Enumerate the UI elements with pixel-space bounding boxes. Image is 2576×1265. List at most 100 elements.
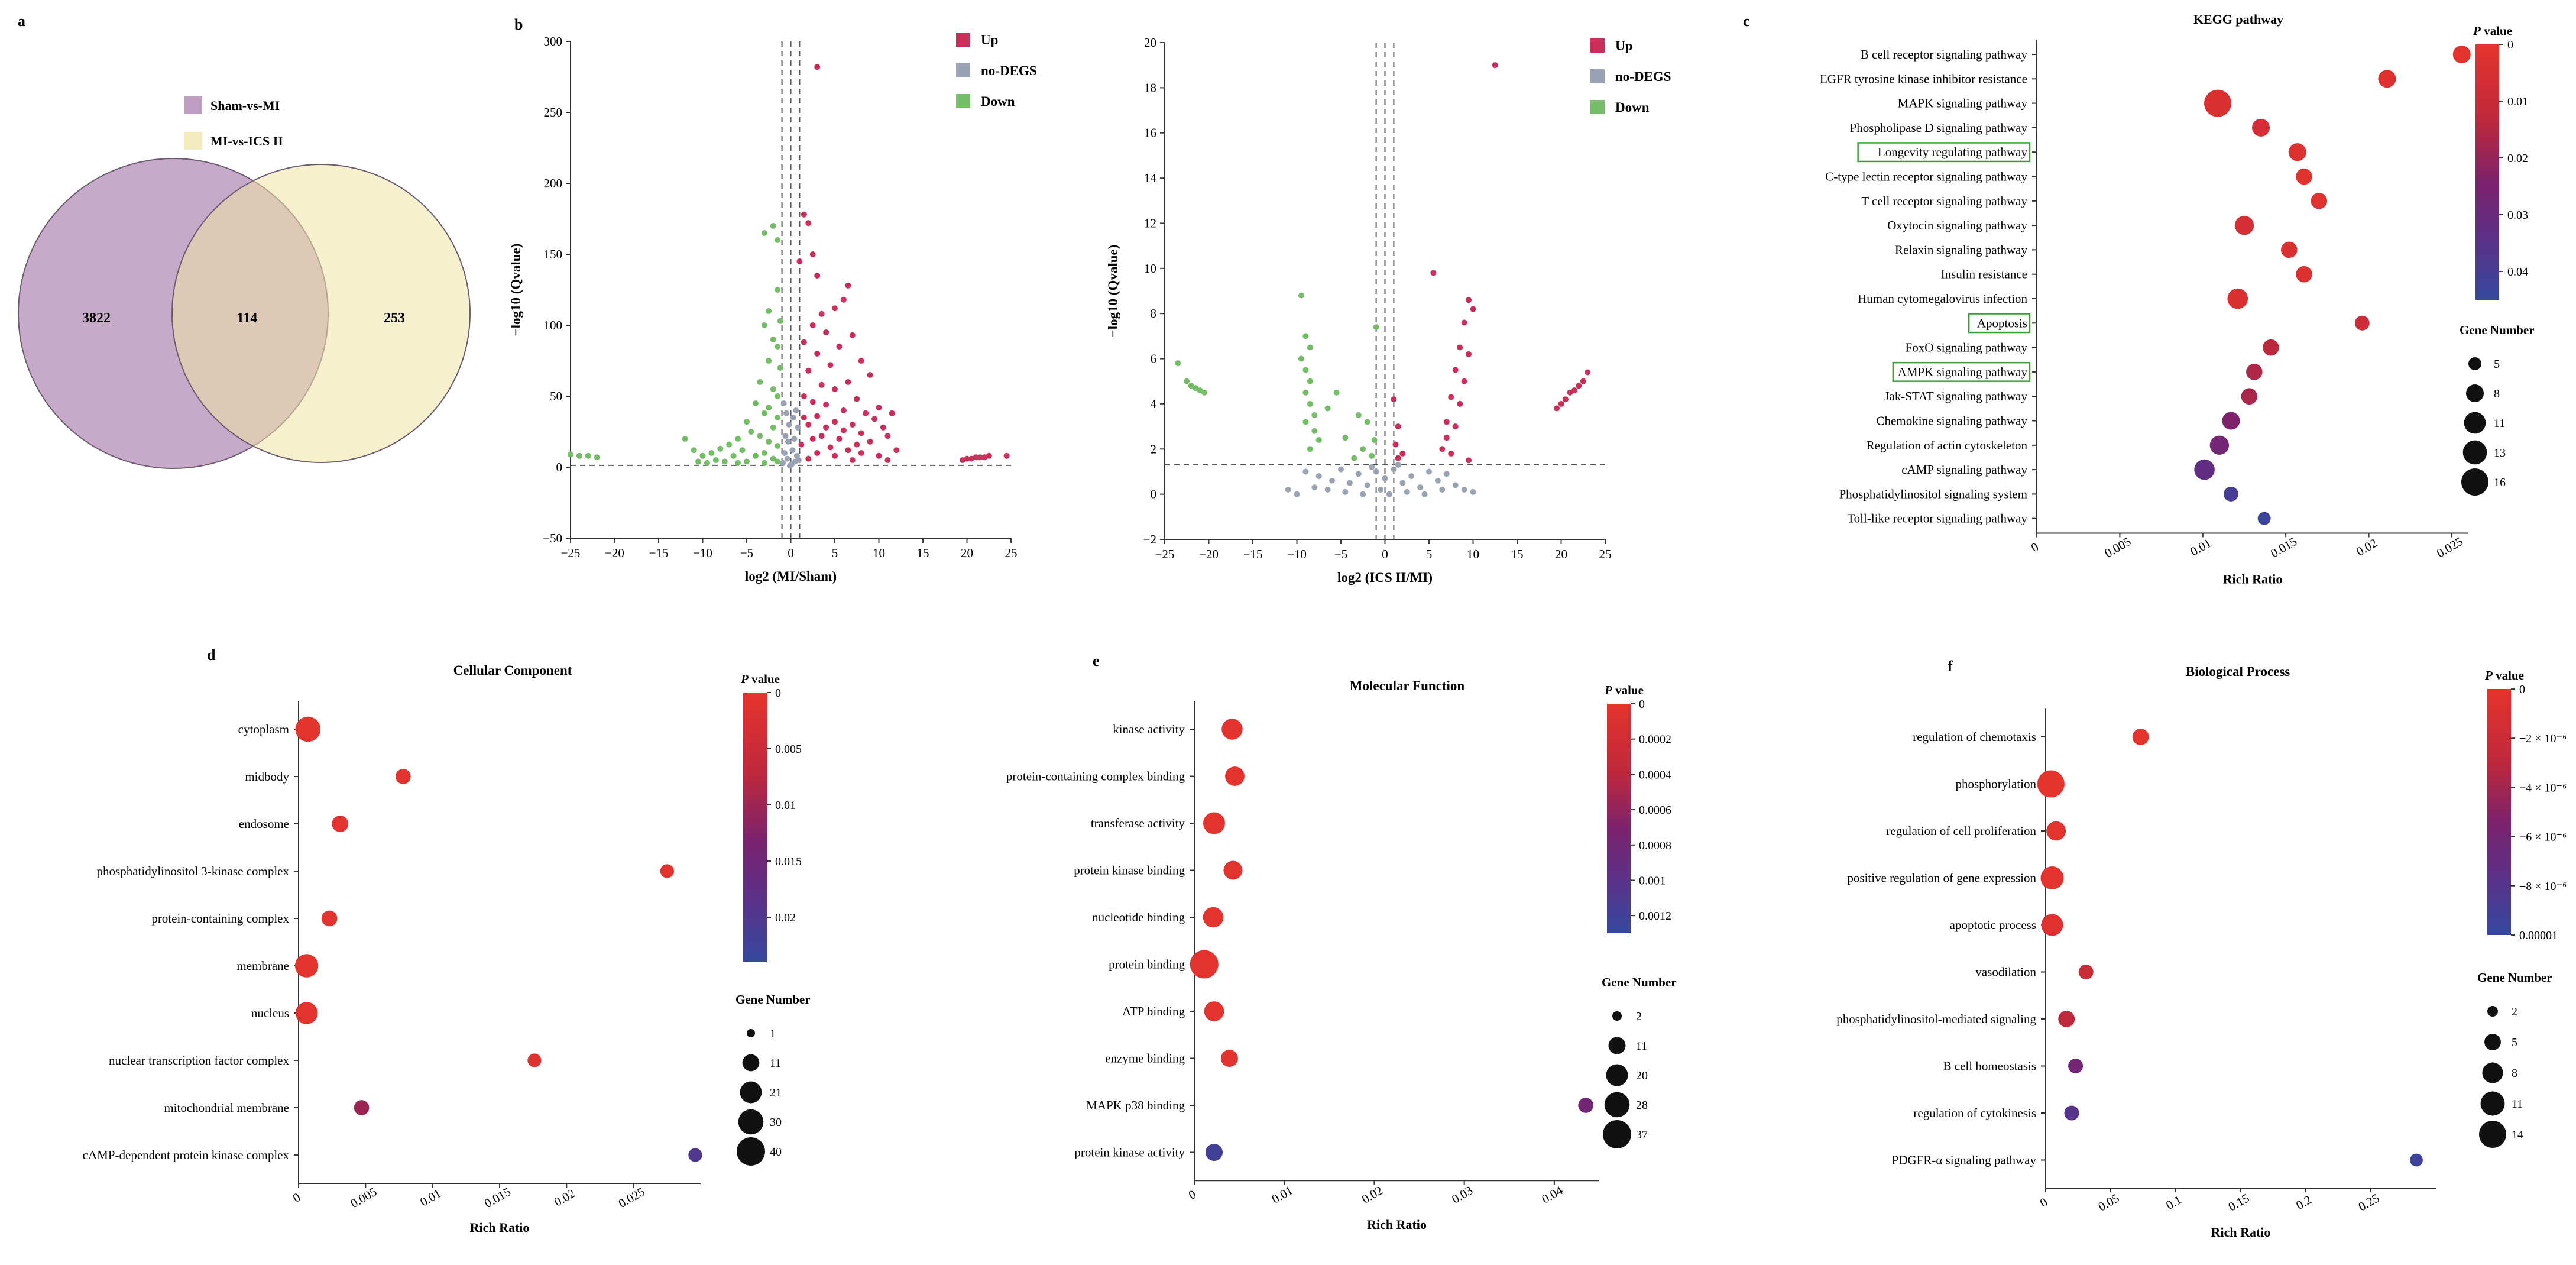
point-up bbox=[863, 410, 869, 416]
venn-count-intersection: 114 bbox=[237, 310, 258, 326]
point-down bbox=[735, 436, 741, 442]
category-label-mapk-signaling-pathway: MAPK signaling pathway bbox=[1898, 96, 2028, 111]
y-tick-label: 300 bbox=[544, 34, 563, 48]
panel-letter-a: a bbox=[18, 12, 25, 30]
point-no-degs bbox=[1382, 475, 1388, 481]
size-legend-bubble bbox=[1603, 1120, 1631, 1148]
x-tick-label: −15 bbox=[649, 546, 669, 560]
point-up bbox=[827, 444, 834, 451]
bubble-endosome bbox=[332, 816, 349, 832]
x-tick-label: 0.025 bbox=[616, 1185, 647, 1211]
bubble-jak-stat-signaling-pathway bbox=[2241, 388, 2258, 405]
point-down bbox=[1364, 419, 1370, 425]
point-no-degs bbox=[1421, 491, 1428, 497]
point-up bbox=[1567, 389, 1573, 396]
point-down bbox=[726, 441, 733, 448]
point-down bbox=[744, 458, 750, 465]
y-tick-label: 14 bbox=[1144, 171, 1157, 185]
bubble-nucleotide-binding bbox=[1203, 907, 1224, 928]
point-down bbox=[576, 452, 582, 459]
point-down bbox=[1324, 405, 1331, 412]
x-tick-label: 25 bbox=[1005, 546, 1018, 560]
x-tick-label: 0.01 bbox=[2188, 536, 2214, 559]
colorbar-tick-label: 0.0012 bbox=[1639, 910, 1671, 923]
point-up bbox=[832, 305, 838, 312]
size-legend-label: 30 bbox=[770, 1116, 782, 1129]
point-up bbox=[880, 424, 886, 431]
size-legend-title: Gene Number bbox=[2477, 970, 2552, 985]
bubble-regulation-of-chemotaxis bbox=[2132, 729, 2149, 745]
point-up bbox=[876, 405, 882, 411]
y-tick-label: 8 bbox=[1151, 306, 1157, 321]
highlight-box-longevity-regulating-pathway bbox=[1857, 142, 2031, 163]
category-label-protein-binding: protein binding bbox=[1109, 957, 1185, 972]
point-down bbox=[1311, 428, 1318, 434]
point-up bbox=[805, 422, 812, 428]
colorbar bbox=[2475, 44, 2499, 300]
category-label-kinase-activity: kinase activity bbox=[1113, 722, 1185, 736]
point-up bbox=[836, 436, 843, 442]
point-up bbox=[849, 422, 856, 428]
point-down bbox=[1351, 455, 1357, 461]
point-down bbox=[1302, 419, 1309, 425]
colorbar-tick-label: 0 bbox=[775, 687, 781, 700]
size-legend-label: 20 bbox=[1636, 1069, 1648, 1082]
point-up bbox=[801, 339, 807, 345]
category-label-egfr-tyrosine-kinase-inhibitor-resistance: EGFR tyrosine kinase inhibitor resistanc… bbox=[1820, 72, 2027, 86]
bubble-phosphatidylinositol-mediated-signaling bbox=[2058, 1011, 2075, 1027]
point-up bbox=[809, 399, 816, 405]
size-legend-label: 5 bbox=[2494, 358, 2500, 371]
x-tick-label: 0.15 bbox=[2226, 1191, 2252, 1214]
x-tick-label: 25 bbox=[1599, 547, 1612, 561]
volcano-plot-ics-mi: −25 −20 −15 −10 −5 0 5 10 15 20 25−202468101214161… bbox=[1106, 35, 1671, 585]
x-axis-title: log2 (ICS II/MI) bbox=[1337, 570, 1433, 585]
point-no-degs bbox=[1386, 491, 1392, 497]
point-down bbox=[1188, 383, 1194, 389]
point-up bbox=[1554, 405, 1560, 412]
x-tick-label: 0.01 bbox=[1269, 1183, 1295, 1206]
point-down bbox=[770, 455, 776, 462]
size-legend-label: 13 bbox=[2494, 447, 2506, 460]
bubble-mapk-signaling-pathway bbox=[2204, 89, 2232, 117]
y-tick-label: 0 bbox=[1151, 487, 1157, 502]
highlight-box-apoptosis bbox=[1968, 313, 2031, 334]
point-no-degs bbox=[1324, 487, 1331, 493]
point-up bbox=[1461, 378, 1467, 384]
bubble-protein-containing-complex-binding bbox=[1225, 766, 1245, 786]
point-up bbox=[1466, 297, 1472, 303]
biological-process-bubble-chart: Biological Process 0 0.05 0.1 0.15 0.2 0.25 Ric… bbox=[1836, 664, 2567, 1240]
point-down bbox=[691, 447, 697, 454]
point-no-degs bbox=[789, 447, 796, 454]
legend-label-no-degs: no-DEGS bbox=[981, 63, 1037, 78]
bubble-b-cell-receptor-signaling-pathway bbox=[2452, 45, 2471, 64]
bubble-b-cell-homeostasis bbox=[2068, 1058, 2084, 1074]
size-legend-label: 8 bbox=[2494, 387, 2500, 400]
point-up bbox=[884, 433, 891, 439]
venn-diagram: 3822 114 253 Sham-vs-MI MI-vs-ICS II bbox=[18, 96, 471, 469]
chart-title: Molecular Function bbox=[1350, 678, 1465, 693]
size-legend-bubble bbox=[1606, 1064, 1628, 1086]
x-axis-title: log2 (MI/Sham) bbox=[745, 569, 837, 584]
point-up bbox=[823, 402, 829, 408]
y-axis-title: −log10 (Qvalue) bbox=[1106, 245, 1120, 338]
point-down bbox=[708, 450, 715, 456]
point-up bbox=[814, 273, 821, 279]
point-up bbox=[832, 386, 838, 392]
y-tick-label: 250 bbox=[544, 105, 563, 119]
bubble-protein-kinase-binding bbox=[1223, 860, 1243, 880]
x-tick-label: 0 bbox=[290, 1190, 303, 1205]
size-legend-label: 37 bbox=[1636, 1128, 1648, 1141]
x-tick-label: −25 bbox=[1155, 547, 1175, 561]
point-down bbox=[766, 405, 772, 411]
x-tick-label: 0.1 bbox=[2163, 1192, 2184, 1212]
size-legend-bubble bbox=[1608, 1037, 1626, 1054]
size-legend-bubble bbox=[740, 1081, 762, 1104]
y-axis-title: −log10 (Qvalue) bbox=[508, 244, 523, 337]
bubble-phosphatidylinositol-signaling-system bbox=[2224, 486, 2238, 502]
x-axis-title: Rich Ratio bbox=[2211, 1225, 2271, 1240]
category-label-protein-containing-complex: protein-containing complex bbox=[151, 911, 289, 926]
point-up bbox=[977, 454, 983, 461]
x-tick-label: −25 bbox=[561, 546, 581, 560]
point-no-degs bbox=[1294, 491, 1300, 497]
point-up bbox=[827, 362, 834, 368]
